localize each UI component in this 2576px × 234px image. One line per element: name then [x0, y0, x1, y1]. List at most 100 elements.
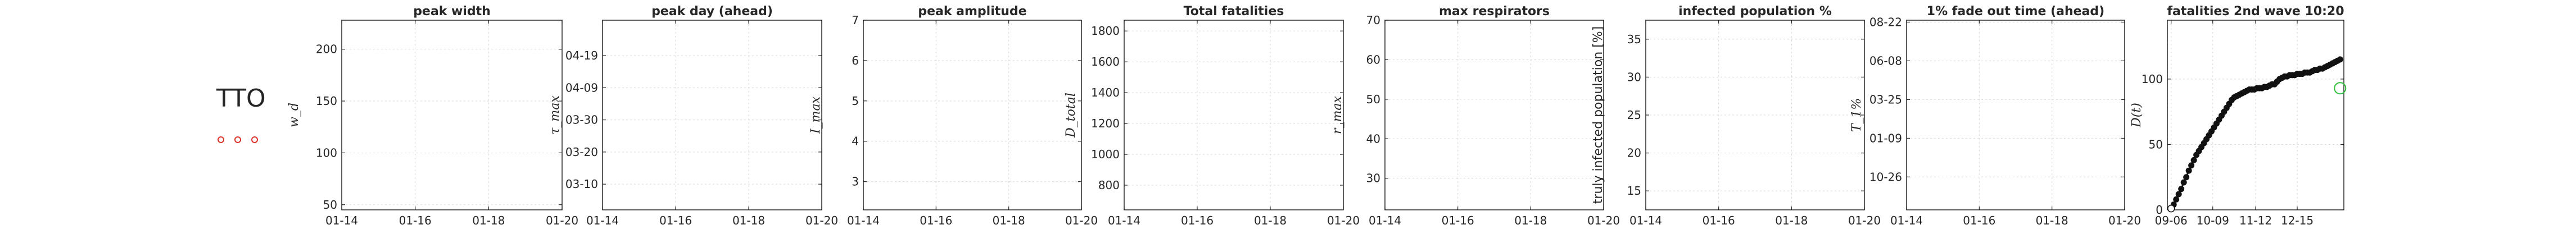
x-tick-label: 01-20: [1587, 214, 1620, 227]
subplot-5: 01-14 01-16 01-18 01-20 30 40 50 60 70 max respir…: [1330, 4, 1620, 227]
forecast-point: [2334, 82, 2347, 95]
legend-marker: [218, 136, 224, 143]
y-tick-label: 40: [1366, 132, 1380, 145]
subplot-4: 01-14 01-16 01-18 01-20 800 1000 1200 1400 1600 1…: [1064, 4, 1360, 227]
data-point: [2173, 196, 2180, 203]
data-point: [2175, 191, 2182, 198]
y-tick-label: 1600: [1091, 55, 1120, 68]
x-tick-label: 01-20: [1327, 214, 1360, 227]
x-tick-label: 01-20: [1848, 214, 1881, 227]
y-tick-label: 03-25: [1869, 93, 1902, 106]
chart-title: 1% fade out time (ahead): [1927, 4, 2104, 19]
data-point: [2190, 157, 2197, 163]
data-point: [2178, 186, 2185, 192]
y-tick-label: 7: [852, 13, 859, 27]
x-tick-label: 09-06: [2155, 214, 2188, 227]
x-tick-label: 01-20: [2108, 214, 2141, 227]
x-tick-label: 01-18: [732, 214, 765, 227]
x-tick-label: 01-14: [1890, 214, 1923, 227]
y-tick-label: 04-09: [565, 81, 598, 94]
y-tick-label: 25: [1627, 108, 1641, 122]
chart-title: peak width: [413, 4, 491, 19]
y-tick-label: 1000: [1091, 148, 1120, 161]
x-tick-label: 01-18: [1514, 214, 1547, 227]
subplot-8: 09-06 10-09 11-12 12-15 0 50 100 fatalities 2nd…: [2130, 4, 2347, 227]
chart-title: infected population %: [1678, 4, 1832, 19]
legend: TTO: [216, 84, 266, 143]
x-tick-label: 11-12: [2239, 214, 2272, 227]
y-tick-label: 100: [2142, 72, 2163, 86]
x-tick-label: 01-14: [586, 214, 619, 227]
y-tick-label: 100: [316, 146, 337, 159]
x-tick-label: 01-14: [1629, 214, 1662, 227]
y-tick-label: 50: [323, 198, 337, 212]
series-2: [2334, 82, 2347, 95]
y-tick-label: 4: [852, 135, 859, 148]
y-tick-label: 200: [316, 43, 337, 56]
y-axis-label: I_max: [809, 96, 823, 134]
x-tick-label: 01-14: [847, 214, 880, 227]
subplot-2: 01-14 01-16 01-18 01-20 03-10 03-20 03-30 04-09…: [548, 4, 838, 227]
y-tick-label: 60: [1366, 53, 1380, 66]
start-point: [2167, 204, 2175, 213]
x-tick-label: 01-18: [1775, 214, 1808, 227]
chart-title: peak day (ahead): [651, 4, 773, 19]
x-tick-label: 01-16: [920, 214, 952, 227]
y-tick-label: 0: [2156, 203, 2163, 217]
legend-marker: [251, 136, 258, 143]
plot-area: [1907, 20, 2125, 210]
y-tick-label: 30: [1366, 172, 1380, 185]
plot-area: [1385, 20, 1604, 210]
y-tick-label: 08-22: [1869, 15, 1902, 29]
y-tick-label: 1200: [1091, 117, 1120, 130]
subplot-1: 01-14 01-16 01-18 01-20 50 100 150 200 peak widt…: [287, 4, 578, 227]
chart-title: max respirators: [1439, 4, 1550, 19]
axes-frame: [1384, 20, 1604, 210]
chart-title: peak amplitude: [918, 4, 1026, 19]
y-tick-label: 06-08: [1869, 54, 1902, 67]
subplot-6: 01-14 01-16 01-18 01-20 15 20 25 30 35 infected p…: [1591, 4, 1881, 227]
x-tick-label: 01-14: [325, 214, 358, 227]
x-tick-label: 01-16: [1703, 214, 1735, 227]
subplot-3: 01-14 01-16 01-18 01-20 3 4 5 6 7 peak amplitude I…: [809, 4, 1098, 227]
y-axis-label: D_total: [1064, 93, 1078, 138]
y-tick-label: 800: [1098, 178, 1120, 192]
y-tick-label: 20: [1627, 146, 1641, 160]
x-tick-label: 10-09: [2197, 214, 2229, 227]
x-tick-label: 01-18: [1254, 214, 1287, 227]
data-point: [2180, 179, 2187, 186]
y-tick-label: 03-10: [565, 177, 598, 191]
x-tick-label: 01-14: [1108, 214, 1140, 227]
data-point: [2185, 167, 2192, 174]
y-tick-label: 10-26: [1869, 170, 1902, 183]
y-axis-label: D(t): [2130, 103, 2144, 128]
x-tick-label: 01-16: [1181, 214, 1214, 227]
axes-frame: [1906, 20, 2125, 210]
x-tick-label: 01-18: [993, 214, 1025, 227]
series-1: [2167, 56, 2343, 213]
x-tick-label: 01-16: [659, 214, 692, 227]
x-tick-label: 12-15: [2281, 214, 2314, 227]
legend-label: TTO: [216, 84, 266, 113]
x-tick-label: 01-16: [1963, 214, 1995, 227]
y-tick-label: 30: [1627, 70, 1641, 84]
plot-area: [342, 20, 562, 210]
subplot-7: 01-14 01-16 01-18 01-20 10-26 01-09 03-25 06-08…: [1850, 4, 2141, 227]
grid: [2167, 20, 2344, 210]
y-tick-label: 150: [316, 94, 337, 108]
plot-area: [603, 20, 822, 210]
y-tick-label: 1400: [1091, 86, 1120, 99]
y-axis-label: truly infected population [%]: [1591, 26, 1605, 204]
axes-frame: [602, 20, 822, 210]
plot-area: [863, 20, 1081, 210]
axes-frame: [341, 20, 563, 210]
plot-area: [1124, 20, 1343, 210]
x-tick-label: 01-20: [1065, 214, 1098, 227]
y-tick-label: 03-30: [565, 113, 598, 127]
axes-frame: [1124, 20, 1344, 210]
y-tick-label: 15: [1627, 184, 1641, 198]
x-tick-label: 01-16: [399, 214, 432, 227]
y-tick-label: 50: [2149, 137, 2163, 151]
